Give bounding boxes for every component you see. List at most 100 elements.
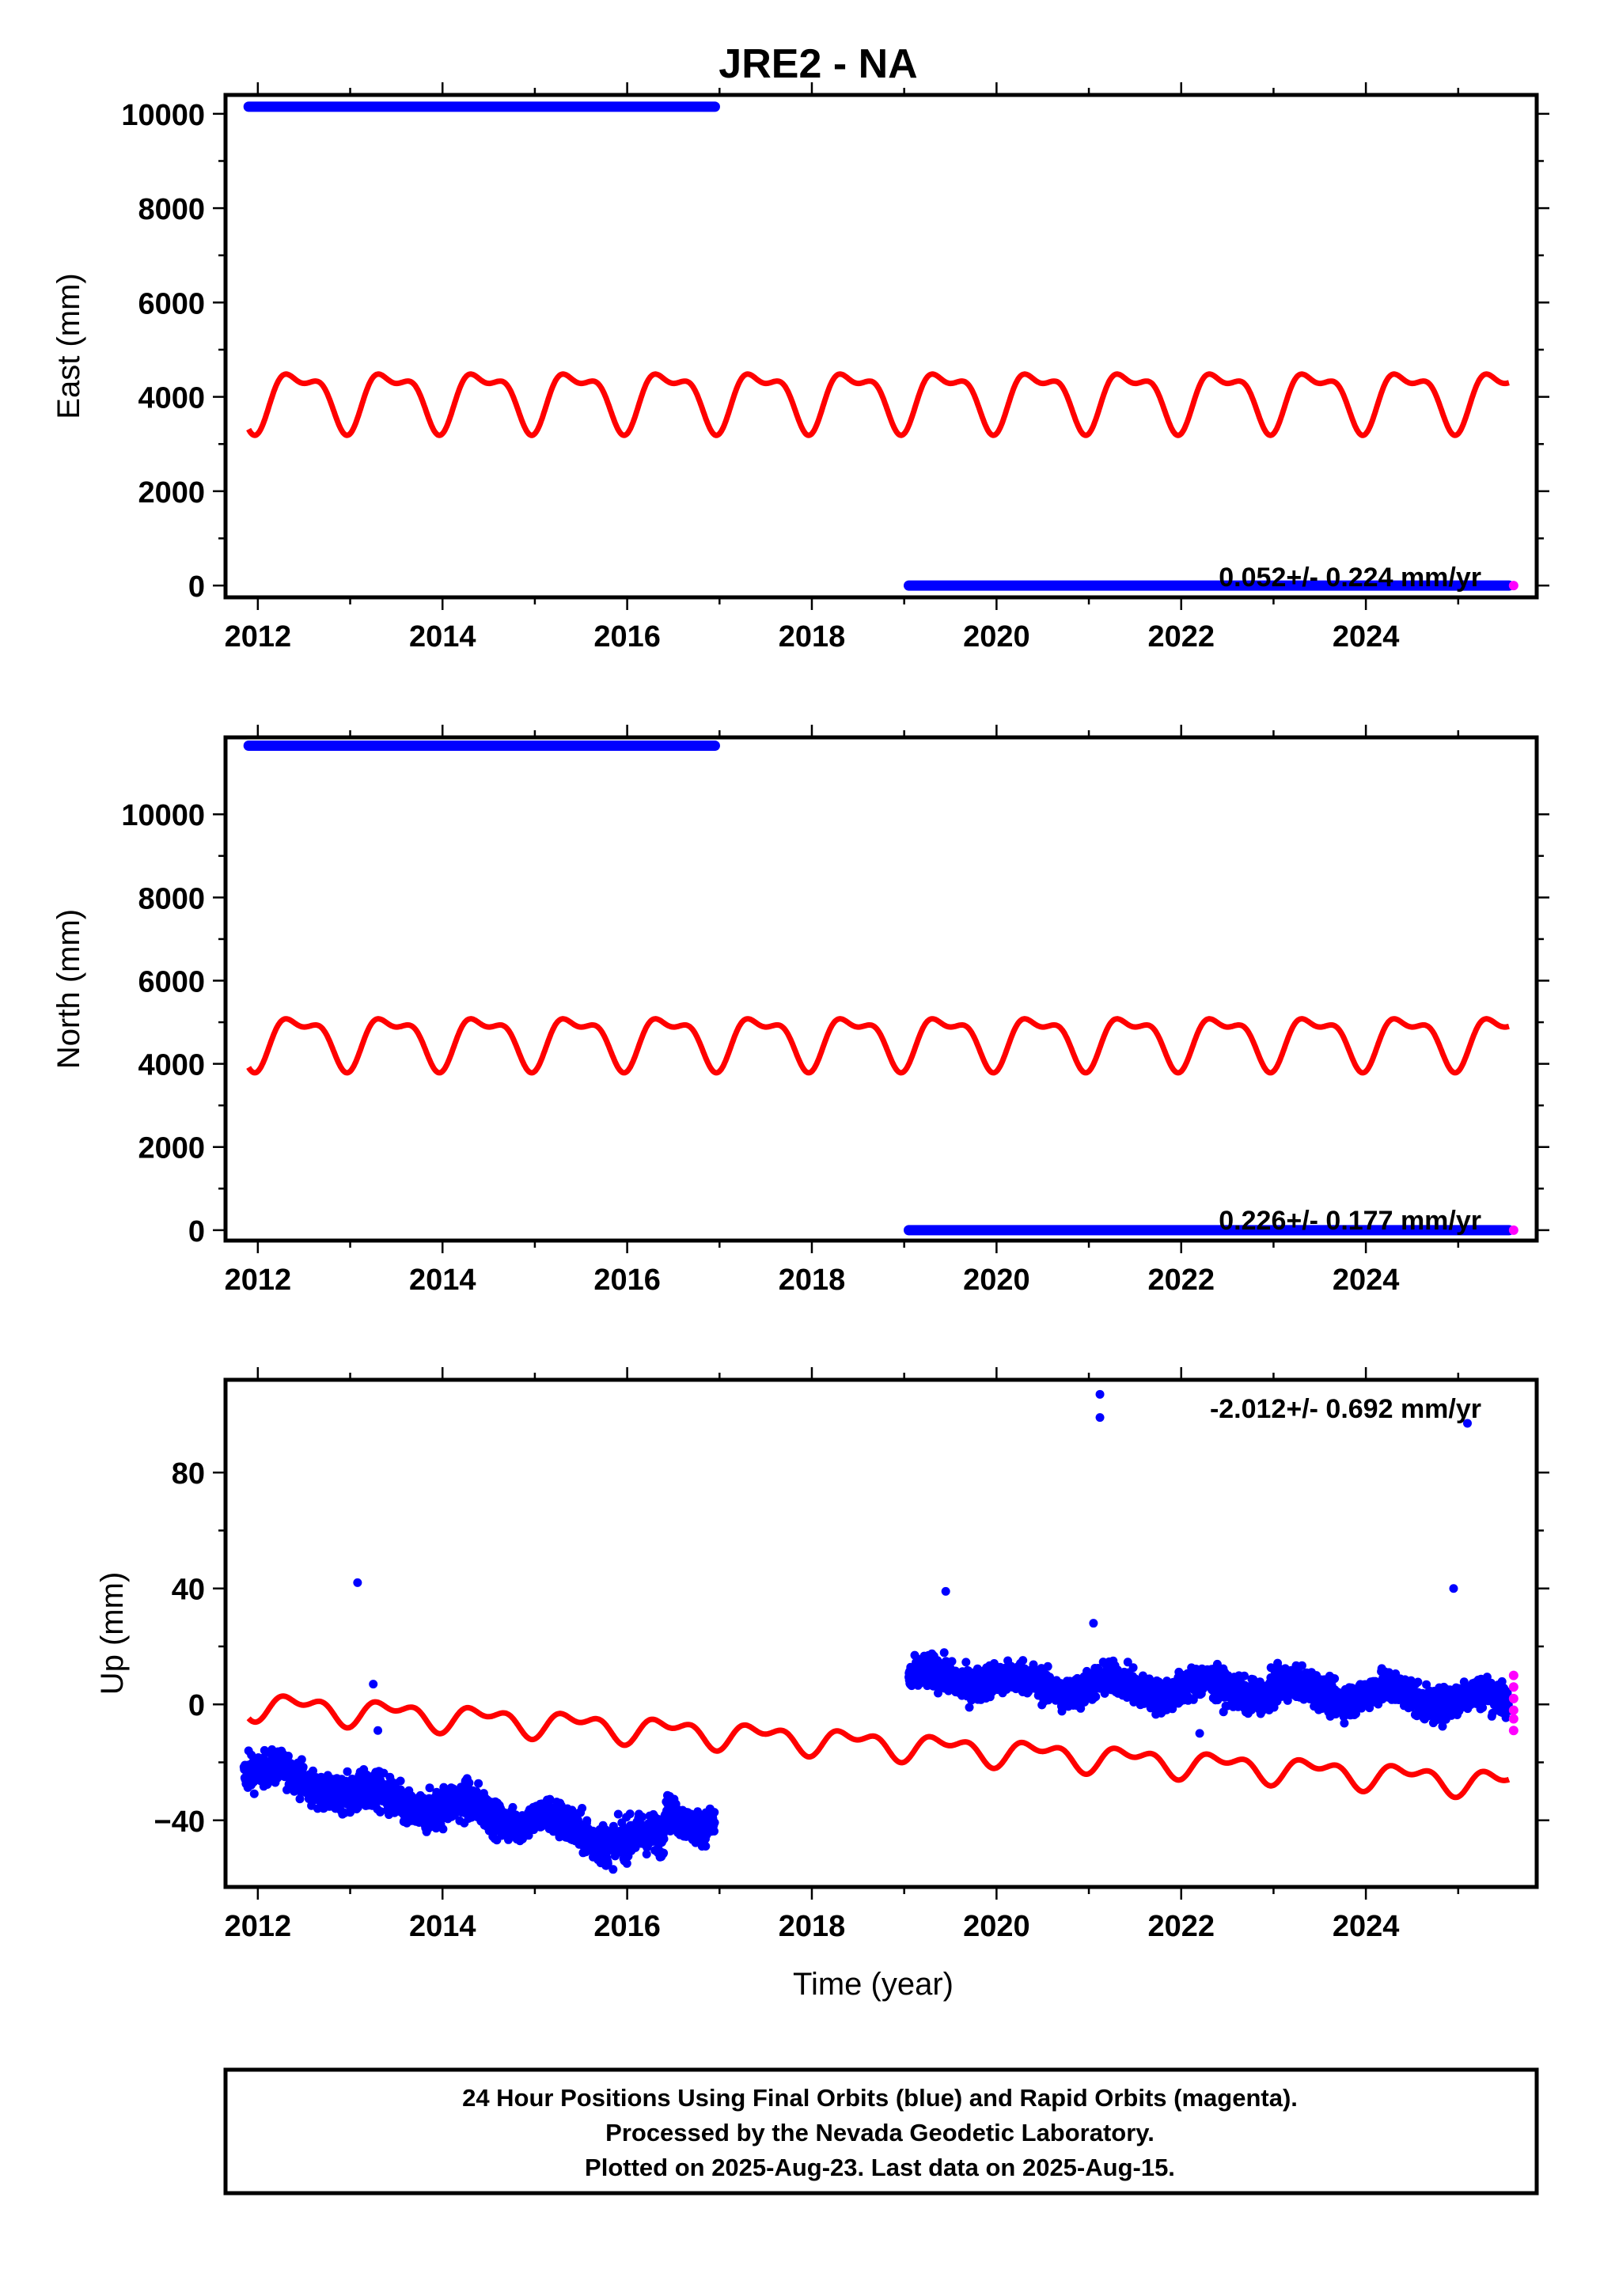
outlier-point [1095,1413,1105,1423]
data-point [710,1818,719,1828]
model-curve [246,1693,1511,1801]
data-point [474,1779,483,1788]
y-tick-label: 8000 [138,882,205,915]
data-point [659,1848,669,1858]
rapid-orbit-point [1508,1726,1518,1736]
y-tick-label: 40 [172,1574,205,1607]
x-tick-label: 2022 [1147,1910,1215,1943]
x-tick-label: 2016 [593,1910,661,1943]
data-point [425,1783,434,1793]
data-point [710,1827,718,1836]
data-point [965,1703,974,1712]
y-tick-label: 0 [188,1215,205,1248]
data-point [947,1657,957,1666]
outlier-point [353,1578,362,1587]
data-point [1340,1718,1349,1728]
data-point [638,1813,647,1821]
data-point [710,1808,719,1817]
data-point [283,1752,293,1760]
outlier-point [1089,1619,1098,1628]
x-tick-label: 2014 [409,1910,476,1943]
outlier-point [369,1680,378,1689]
rapid-orbit-point [1508,1670,1518,1680]
velocity-annotation: -2.012+/- 0.692 mm/yr [1210,1394,1481,1424]
x-tick-label: 2020 [963,1910,1030,1943]
rapid-orbit-point [1508,1682,1518,1692]
data-point [1330,1674,1340,1684]
y-tick-label: 4000 [138,1049,205,1082]
x-tick-label: 2018 [779,620,846,654]
rapid-orbit-point [1508,1225,1518,1235]
data-point [613,1809,623,1819]
data-point [609,1821,618,1831]
final-orbit-points [239,1389,1514,1874]
y-tick-label: 6000 [138,965,205,998]
y-tick-label: 8000 [138,193,205,226]
data-point [609,1865,618,1874]
data-point [1123,1658,1132,1667]
panel-frame [223,93,1539,600]
data-point [297,1755,306,1764]
data-point [396,1776,405,1786]
data-point [1091,1692,1101,1701]
x-tick-label: 2012 [225,1264,292,1297]
y-tick-label: 4000 [138,382,205,415]
data-point [939,1648,949,1658]
data-point [582,1816,592,1825]
footer-box: 24 Hour Positions Using Final Orbits (bl… [223,2067,1539,2196]
x-tick-label: 2018 [779,1910,846,1943]
data-point [309,1766,317,1775]
y-tick-label: 2000 [138,1132,205,1165]
velocity-annotation: 0.226+/- 0.177 mm/yr [1219,1206,1481,1236]
data-point [603,1858,612,1868]
data-point [376,1807,385,1817]
data-point [1018,1656,1028,1665]
plot-area-3 [239,1389,1518,1874]
plot-area-1 [243,101,1518,591]
y-tick-label: 6000 [138,287,205,320]
model-curve [246,1016,1510,1076]
y-tick-label: −40 [154,1805,205,1839]
plot-area-2 [243,741,1518,1236]
data-point [961,1658,971,1667]
outlier-point [1449,1584,1458,1593]
outlier-point [1095,1389,1105,1399]
data-point [625,1809,635,1819]
data-point [1240,1671,1249,1680]
data-point [1076,1703,1086,1713]
x-tick-label: 2020 [963,620,1030,654]
x-tick-label: 2024 [1333,1910,1400,1943]
y-tick-label: 10000 [121,99,205,132]
y-tick-label: 0 [188,570,205,604]
data-point [298,1763,308,1771]
y-tick-label: 0 [188,1689,205,1722]
data-point [249,1789,259,1798]
x-tick-label: 2016 [593,620,661,654]
velocity-annotation: 0.052+/- 0.224 mm/yr [1219,563,1481,593]
data-point [578,1804,587,1813]
model-curve [246,371,1510,438]
rapid-orbit-point [1508,1693,1518,1703]
panel-frame [223,735,1539,1243]
outlier-point [941,1586,950,1596]
y-axis-label: East (mm) [51,273,86,419]
outlier-point [1195,1729,1204,1738]
chart-title: JRE2 - NA [718,41,917,87]
rapid-orbit-point [1508,1714,1518,1724]
y-axis-label: North (mm) [51,909,86,1069]
data-point [295,1794,305,1804]
x-tick-label: 2012 [225,620,292,654]
x-tick-label: 2022 [1147,620,1215,654]
y-tick-label: 10000 [121,799,205,832]
y-tick-label: 80 [172,1457,205,1491]
x-tick-label: 2014 [409,1264,476,1297]
rapid-orbit-point [1508,1705,1518,1715]
panel-1: 2012 2014 2016 2018 2020 2022 2024 0 2000 4000 600… [51,82,1549,654]
y-tick-label: 2000 [138,476,205,510]
x-tick-label: 2012 [225,1910,292,1943]
data-point [1297,1661,1306,1670]
outlier-point [244,1746,253,1756]
data-point [545,1794,555,1804]
x-tick-label: 2024 [1333,620,1400,654]
